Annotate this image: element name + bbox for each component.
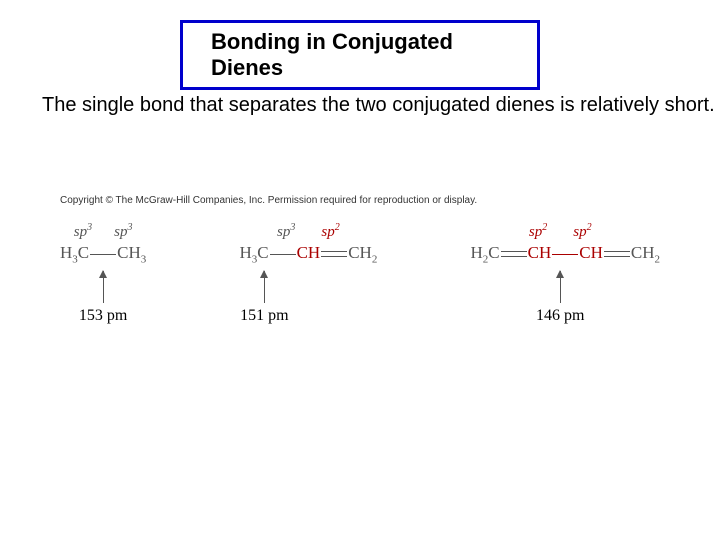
hybridization-labels: sp3 sp2: [277, 222, 340, 241]
bond-length-ethane: 153 pm: [79, 307, 127, 325]
hybridization-labels: sp3 sp3: [74, 222, 133, 241]
arrow-butadiene: [560, 271, 561, 303]
copyright-text: Copyright © The McGraw-Hill Companies, I…: [60, 195, 660, 206]
formula-ethane: H3CCH3: [60, 243, 146, 265]
bond-length-propene: 151 pm: [240, 307, 288, 325]
hyb-sp2: sp2: [321, 224, 339, 240]
hyb-sp3: sp3: [277, 224, 295, 240]
arrow-up-icon: [560, 271, 561, 303]
formula-propene: H3CCHCH2: [239, 243, 377, 265]
molecule-diagram: Copyright © The McGraw-Hill Companies, I…: [60, 195, 660, 325]
molecule-butadiene: sp2 sp2 H2CCHCHCH2 146 pm: [471, 222, 661, 325]
formula-butadiene: H2CCHCHCH2: [471, 243, 661, 265]
slide-title: Bonding in Conjugated Dienes: [211, 29, 453, 80]
hyb-sp2-right: sp2: [573, 224, 591, 240]
arrow-up-icon: [264, 271, 265, 303]
slide-title-box: Bonding in Conjugated Dienes: [180, 20, 540, 90]
hyb-sp2-left: sp2: [529, 224, 547, 240]
hyb-sp3-left: sp3: [74, 224, 92, 240]
hybridization-labels: sp2 sp2: [529, 222, 592, 241]
body-text: The single bond that separates the two c…: [42, 92, 715, 118]
molecule-ethane: sp3 sp3 H3CCH3 153 pm: [60, 222, 146, 325]
molecule-propene: sp3 sp2 H3CCHCH2 151 pm: [239, 222, 377, 325]
arrow-propene: [264, 271, 265, 303]
arrow-ethane: [103, 271, 104, 303]
bond-length-butadiene: 146 pm: [536, 307, 584, 325]
hyb-sp3-right: sp3: [114, 224, 132, 240]
molecule-row: sp3 sp3 H3CCH3 153 pm sp3 sp2 H3CCHCH2 151…: [60, 222, 660, 325]
arrow-up-icon: [103, 271, 104, 303]
